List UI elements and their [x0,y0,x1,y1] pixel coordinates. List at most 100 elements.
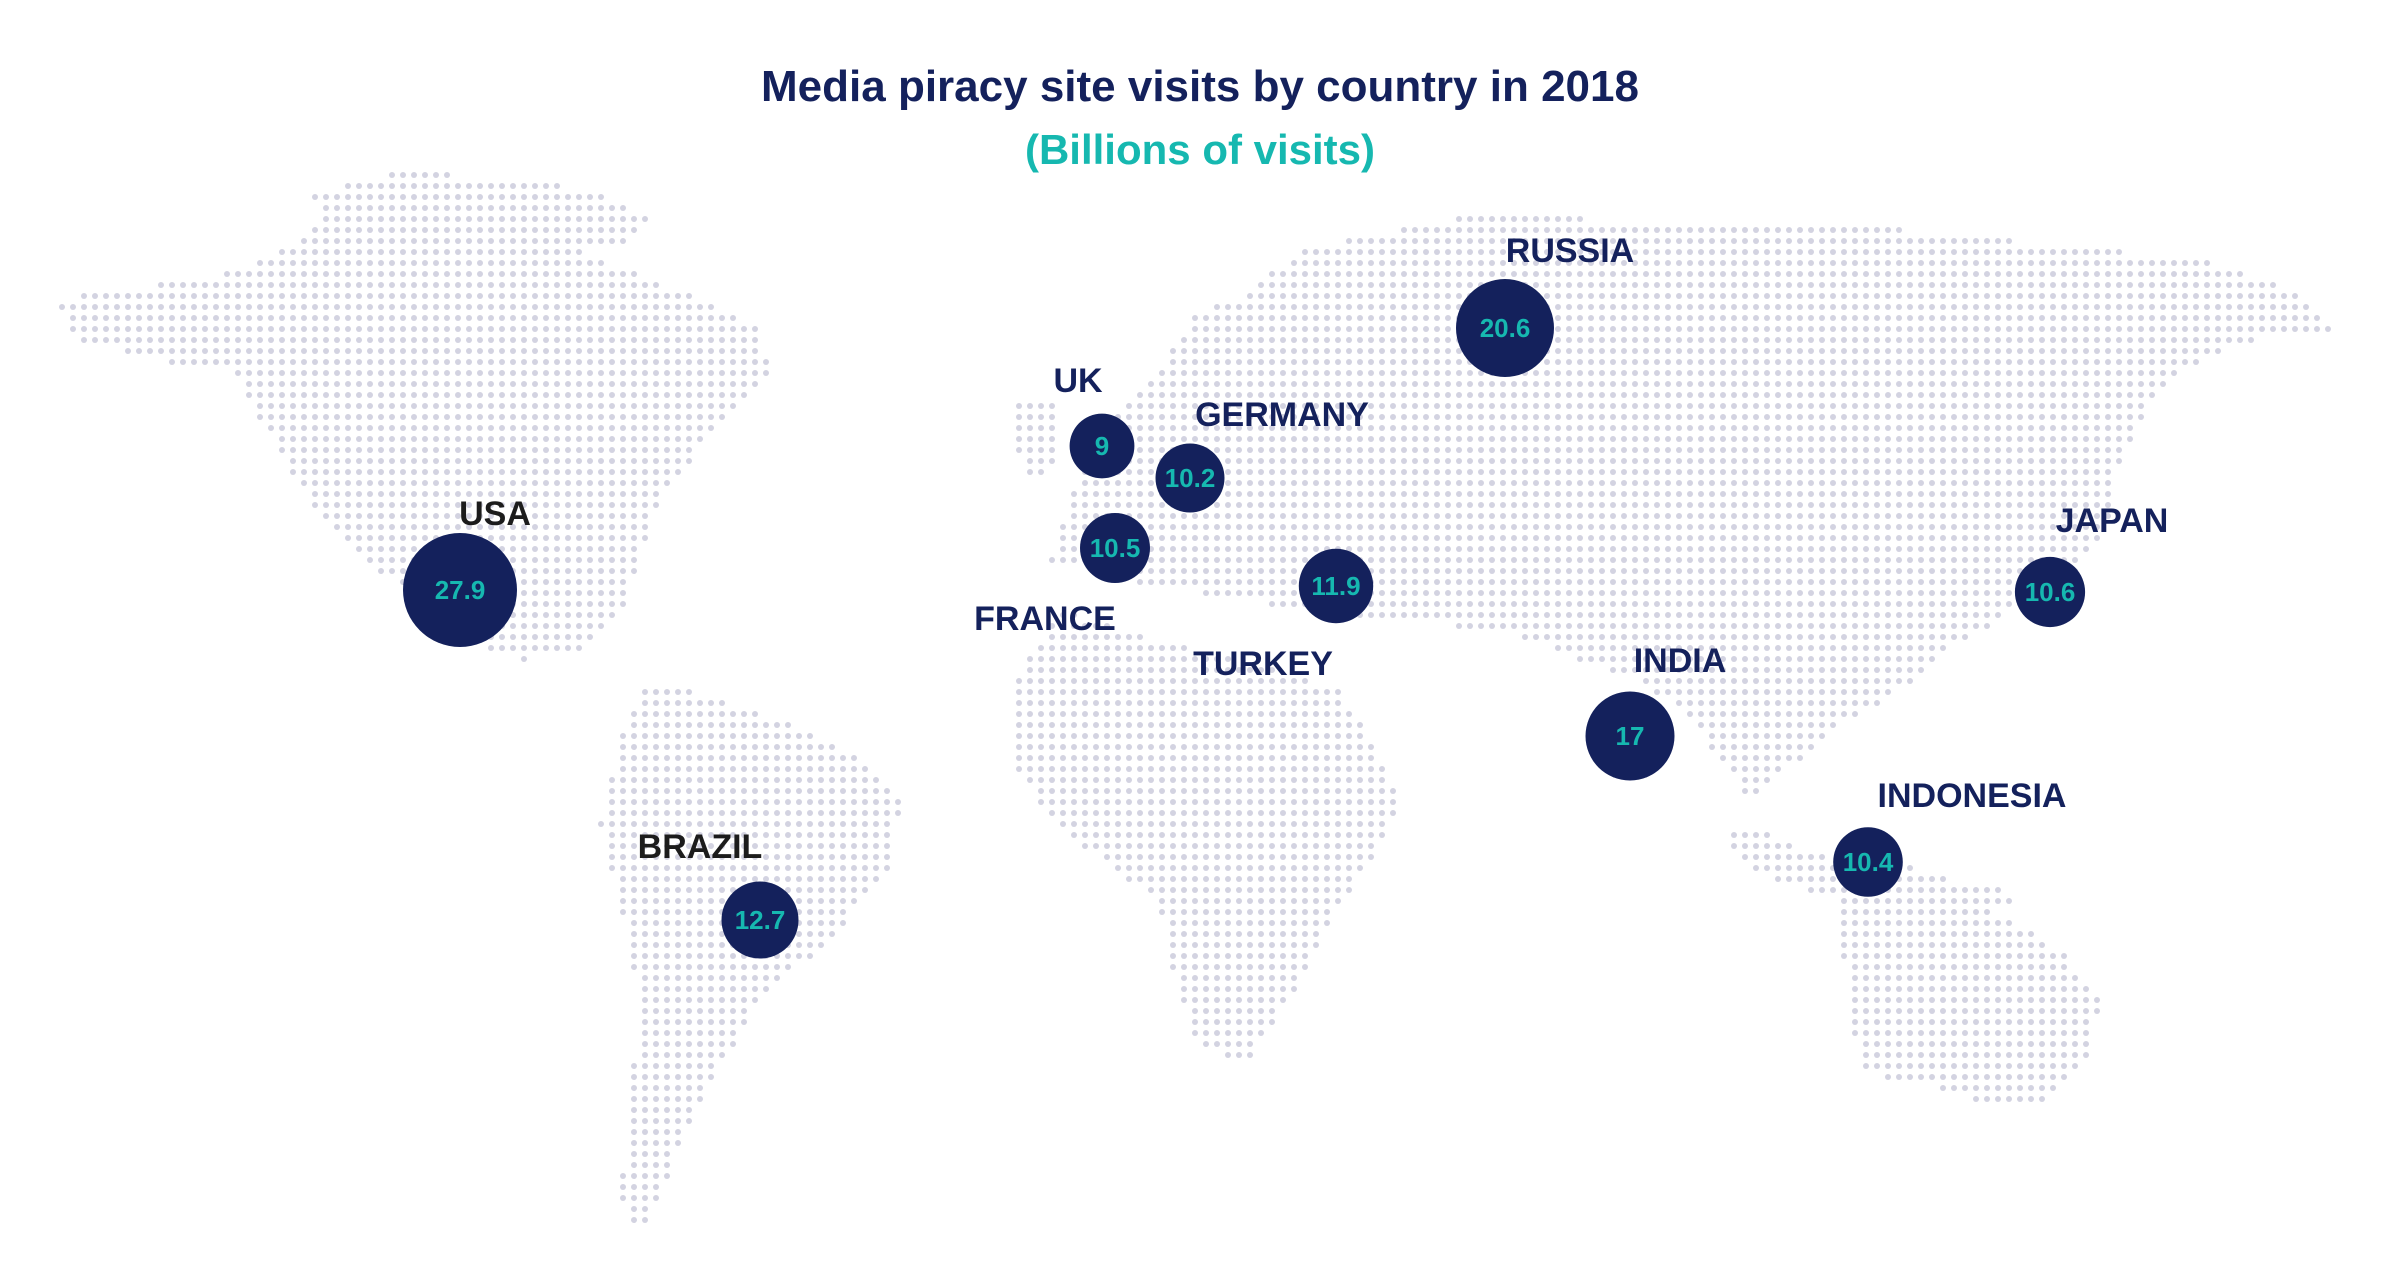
map-dot [565,370,571,376]
map-dot [1863,304,1869,310]
map-dot [2017,524,2023,530]
map-dot [1786,414,1792,420]
map-dot [1346,513,1352,519]
map-dot [1478,535,1484,541]
map-dot [1379,238,1385,244]
map-dot [1599,227,1605,233]
map-dot [1775,293,1781,299]
map-dot [1577,293,1583,299]
map-dot [1720,656,1726,662]
map-dot [455,469,461,475]
map-dot [1555,447,1561,453]
map-dot [1753,337,1759,343]
map-dot [1665,590,1671,596]
map-dot [2105,326,2111,332]
map-dot [587,337,593,343]
map-dot [169,304,175,310]
map-dot [1753,491,1759,497]
map-dot [1621,326,1627,332]
map-dot [1665,227,1671,233]
map-dot [1148,458,1154,464]
map-dot [1610,337,1616,343]
map-dot [1434,271,1440,277]
map-dot [1522,403,1528,409]
map-dot [2050,293,2056,299]
map-dot [2028,337,2034,343]
map-dot [1632,348,1638,354]
map-dot [598,293,604,299]
map-dot [1060,667,1066,673]
map-dot [2061,458,2067,464]
map-dot [664,315,670,321]
map-dot [609,524,615,530]
map-dot [323,326,329,332]
map-dot [1357,414,1363,420]
map-dot [1357,348,1363,354]
map-dot [1225,557,1231,563]
map-dot [1665,392,1671,398]
map-dot [323,293,329,299]
map-dot [433,293,439,299]
map-dot [1841,656,1847,662]
map-dot [1940,535,1946,541]
map-dot [455,293,461,299]
map-dot [1599,392,1605,398]
map-dot [2061,513,2067,519]
map-dot [1995,282,2001,288]
map-dot [686,348,692,354]
map-dot [2094,381,2100,387]
map-dot [1291,568,1297,574]
map-dot [466,271,472,277]
map-dot [1940,612,1946,618]
map-dot [1412,414,1418,420]
map-dot [1555,271,1561,277]
map-dot [455,513,461,519]
map-dot [411,271,417,277]
map-dot [1984,293,1990,299]
map-dot [268,381,274,387]
map-dot [1434,249,1440,255]
map-dot [1214,436,1220,442]
map-dot [1709,612,1715,618]
map-dot [1929,546,1935,552]
map-dot [1533,436,1539,442]
map-dot [400,513,406,519]
map-dot [1104,480,1110,486]
map-dot [1269,414,1275,420]
map-dot [1775,623,1781,629]
map-dot [1324,524,1330,530]
map-dot [213,304,219,310]
map-dot [2072,337,2078,343]
map-dot [1808,458,1814,464]
map-dot [1555,458,1561,464]
map-dot [2083,414,2089,420]
map-dot [1874,326,1880,332]
map-dot [1236,546,1242,552]
map-dot [2149,326,2155,332]
map-dot [686,359,692,365]
map-dot [1148,381,1154,387]
map-dot [1335,436,1341,442]
map-dot [1412,447,1418,453]
map-dot [389,381,395,387]
map-dot [1588,469,1594,475]
map-dot [1434,469,1440,475]
map-dot [1907,513,1913,519]
map-dot [1071,502,1077,508]
map-dot [2083,425,2089,431]
map-dot [2237,293,2243,299]
map-dot [1489,623,1495,629]
map-dot [675,370,681,376]
map-dot [1566,359,1572,365]
map-dot [642,458,648,464]
map-dot [1863,458,1869,464]
map-dot [235,293,241,299]
map-dot [1929,634,1935,640]
map-dot [1896,447,1902,453]
map-dot [1742,436,1748,442]
map-dot [2072,546,2078,552]
map-dot [1984,623,1990,629]
map-dot [1632,315,1638,321]
map-dot [675,392,681,398]
map-dot [2028,403,2034,409]
